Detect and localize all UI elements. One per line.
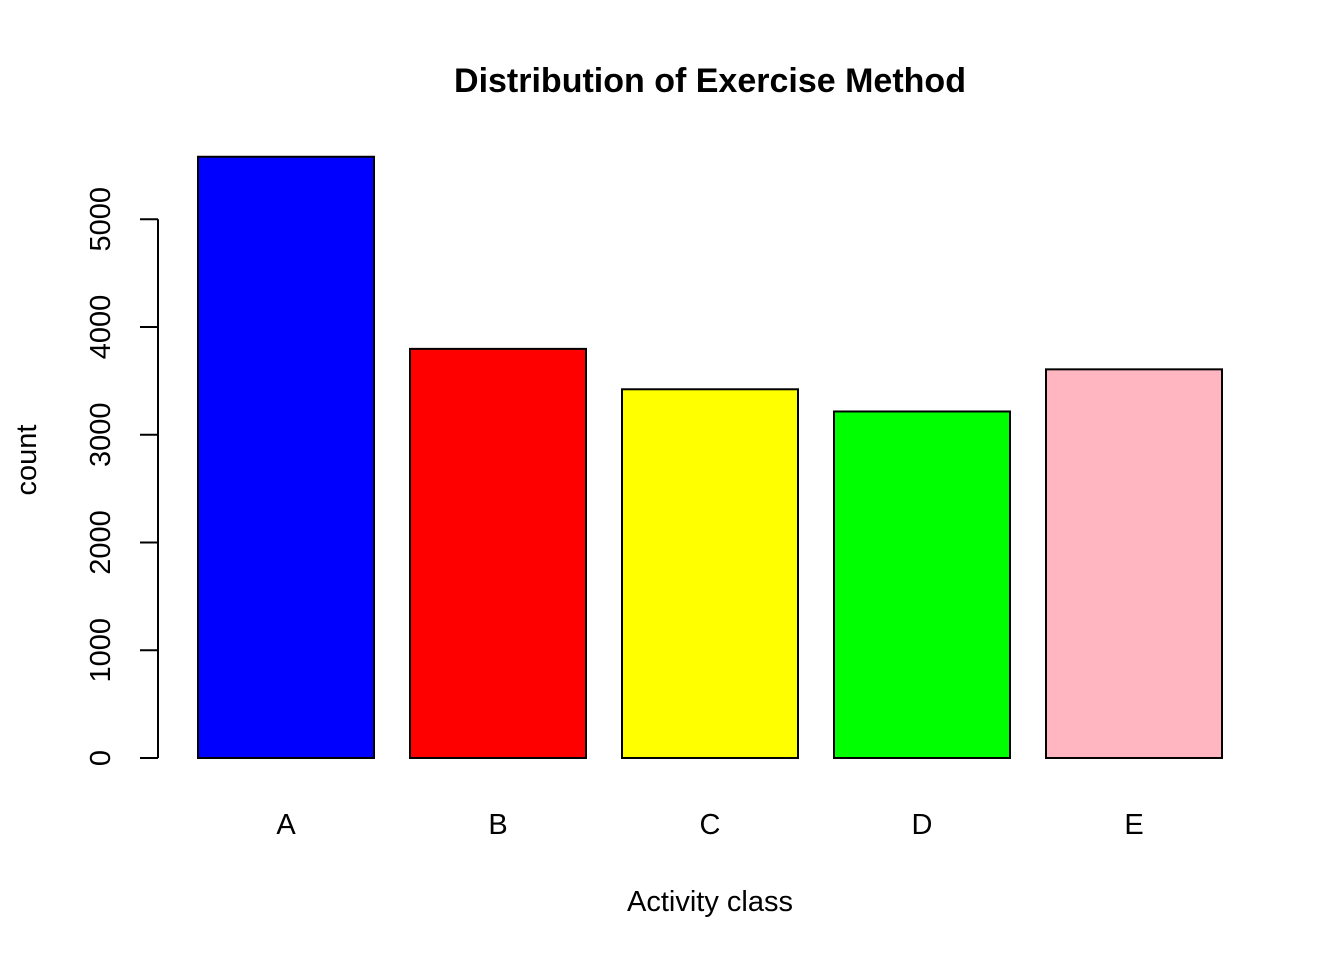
y-tick-label: 5000 xyxy=(85,187,117,252)
y-tick-label: 3000 xyxy=(85,402,117,467)
bar-e xyxy=(1045,368,1223,759)
x-tick-label-c: C xyxy=(700,809,721,841)
x-axis-label: Activity class xyxy=(627,886,793,918)
x-tick-label-d: D xyxy=(912,809,933,841)
x-tick-labels: A B C D E xyxy=(276,809,1143,841)
bars-group xyxy=(197,155,1223,759)
y-axis-label: count xyxy=(11,425,43,496)
y-tick-label: 2000 xyxy=(85,510,117,575)
bar-a xyxy=(197,155,375,759)
y-tick-label: 4000 xyxy=(85,295,117,360)
y-tick-label: 1000 xyxy=(85,618,117,683)
bar-b xyxy=(409,347,587,759)
y-axis: 0 1000 2000 3000 4000 5000 xyxy=(85,187,159,766)
y-tick-label: 0 xyxy=(85,750,117,766)
x-tick-label-b: B xyxy=(488,809,507,841)
bar-c xyxy=(621,388,799,759)
x-tick-label-e: E xyxy=(1124,809,1143,841)
x-tick-label-a: A xyxy=(276,809,296,841)
bar-d xyxy=(833,410,1011,759)
chart-title: Distribution of Exercise Method xyxy=(454,62,966,100)
